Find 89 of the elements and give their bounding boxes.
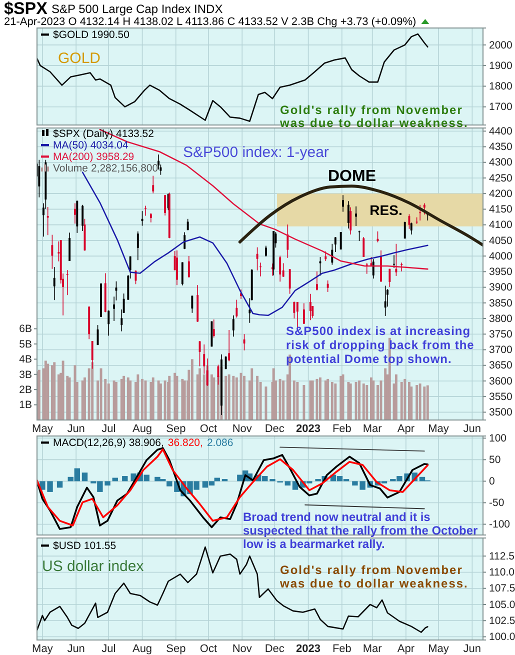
x-tick-label: Dec <box>264 422 285 435</box>
x-tick-label: 2023 <box>296 642 321 655</box>
y2-tick-label: 3B <box>19 368 32 381</box>
y-tick-label: 4050 <box>489 234 513 247</box>
y-tick-label: 100.0 <box>489 631 515 644</box>
y-tick-label: 4000 <box>489 250 513 262</box>
y-tick-label: 3500 <box>489 406 513 419</box>
annotation: 21-Apr-2023 O 4132.14 H 4138.02 L 4113.86 C 4133.52 V 2.3B Chg +3.73 (+0.09%) <box>4 16 416 28</box>
y2-tick-label: 2B <box>19 384 32 396</box>
x-tick-label: Nov <box>232 642 252 655</box>
annotation: DOME <box>328 168 376 185</box>
x-tick-label: Dec <box>264 642 285 655</box>
y-tick-label: 3900 <box>489 282 513 294</box>
x-tick-label: 2023 <box>296 422 321 435</box>
x-tick-label: Oct <box>200 422 218 435</box>
x-tick-label: Jun <box>463 642 482 655</box>
y-tick-label: 107.5 <box>489 582 515 595</box>
legend-label: $USD 101.55 <box>53 540 116 552</box>
y-tick-label: 3950 <box>489 266 513 278</box>
y-tick-label: 4300 <box>489 156 513 169</box>
band-label: RES. <box>370 202 402 218</box>
x-tick-label: Feb <box>332 642 352 655</box>
y-tick-label: -100 <box>489 518 510 531</box>
y-tick-label: 105.0 <box>489 598 515 611</box>
x-tick-label: Jun <box>463 422 482 435</box>
x-tick-label: Jul <box>102 642 116 655</box>
y-tick-label: 3650 <box>489 360 513 372</box>
x-tick-label: Aug <box>132 422 152 435</box>
annotation: Gold's rally from November was due to dollar weakness. <box>279 103 468 130</box>
chart-title: $SPX <box>4 0 48 18</box>
y-tick-label: 1900 <box>489 60 513 72</box>
y-tick-label: 0 <box>489 476 495 488</box>
y2-tick-label: 1B <box>19 399 32 412</box>
y-tick-label: 50 <box>489 454 501 466</box>
y-tick-label: 4250 <box>489 172 513 184</box>
y-tick-label: 1700 <box>489 101 513 114</box>
y-tick-label: 100 <box>489 432 507 445</box>
y-tick-label: 4150 <box>489 204 513 216</box>
x-tick-label: Aug <box>132 642 152 655</box>
x-tick-label: Jun <box>67 422 85 435</box>
x-tick-label: Sep <box>166 422 186 435</box>
y-tick-label: 3700 <box>489 344 513 356</box>
legend-label: $GOLD 1990.50 <box>53 29 130 41</box>
y-tick-label: 4100 <box>489 219 513 232</box>
x-tick-label: Sep <box>166 642 186 655</box>
x-tick-label: Oct <box>200 642 218 655</box>
legend-label: MA(200) 3958.29 <box>53 151 134 163</box>
annotation: Broad trend now neutral and it is suspected that the rally from the October low is a bearmarket rally. <box>243 510 478 551</box>
x-tick-label: Mar <box>362 422 382 435</box>
x-tick-label: May <box>32 642 54 655</box>
y-tick-label: 4200 <box>489 188 513 200</box>
x-tick-label: Apr <box>397 642 415 655</box>
x-tick-label: Jun <box>67 642 85 655</box>
y-tick-label: 112.5 <box>489 550 515 562</box>
y-tick-label: -50 <box>489 497 504 510</box>
x-tick-label: May <box>32 422 54 435</box>
x-tick-label: Feb <box>332 422 352 435</box>
annotation: US dollar index <box>42 558 144 575</box>
y-tick-label: 2000 <box>489 39 513 52</box>
x-tick-label: May <box>428 422 450 435</box>
y-tick-label: 3600 <box>489 375 513 388</box>
legend-label: $SPX (Daily) 4133.52 <box>53 128 154 140</box>
x-tick-label: Apr <box>397 422 415 435</box>
annotation: S&P500 index is at increasing risk of dropping back from the potential Dome top shown. <box>286 324 474 366</box>
y-tick-label: 110.0 <box>489 566 515 579</box>
series-label: 36.820, <box>168 437 203 449</box>
annotation: S&P500 index: 1-year <box>183 144 329 161</box>
annotation: GOLD <box>58 50 101 67</box>
y2-tick-label: 4B <box>19 354 32 366</box>
legend-label: MACD(12,26,9) 38.906, <box>53 437 164 449</box>
y-tick-label: 102.5 <box>489 614 515 627</box>
y2-tick-label: 6B <box>19 323 32 336</box>
x-tick-label: Nov <box>232 422 252 435</box>
y2-tick-label: 5B <box>19 338 32 350</box>
legend-label: MA(50) 4034.04 <box>53 140 128 152</box>
y-tick-label: 3800 <box>489 312 513 325</box>
x-tick-label: Jul <box>102 422 116 435</box>
legend-label: Volume 2,282,156,800 <box>53 162 158 174</box>
y-tick-label: 3550 <box>489 390 513 403</box>
y-tick-label: 1800 <box>489 80 513 93</box>
annotation: Gold's rally from November was due to dollar weakness. <box>279 563 468 590</box>
y-tick-label: 4350 <box>489 141 513 154</box>
text: 2.086 <box>206 437 234 449</box>
chart-subtitle: S&P 500 Large Cap Index INDX <box>51 2 223 16</box>
y-tick-label: 3850 <box>489 297 513 310</box>
y-tick-label: 4400 <box>489 125 513 138</box>
y-tick-label: 3750 <box>489 328 513 340</box>
x-tick-label: Mar <box>362 642 382 655</box>
x-tick-label: May <box>428 642 450 655</box>
